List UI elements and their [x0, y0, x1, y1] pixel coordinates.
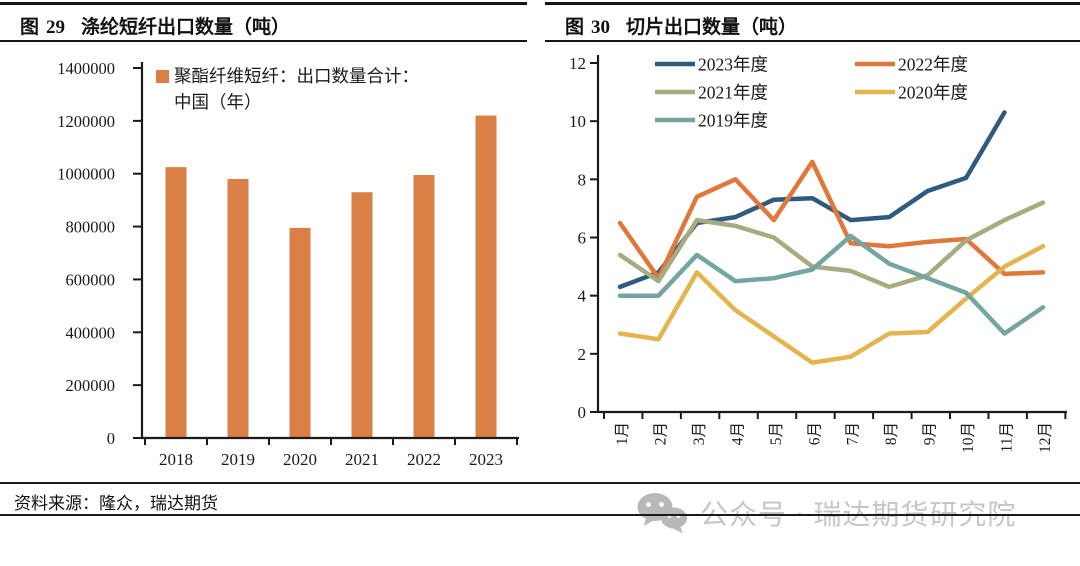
y-tick-label: 0	[107, 429, 115, 448]
y-tick-label: 12	[569, 54, 586, 73]
legend-label-2021年度: 2021年度	[698, 83, 768, 103]
bar-chart-svg: 0 200000 400000 600000 800000 1000000 1200000 1…	[57, 59, 519, 469]
line-2019年度	[617, 233, 1046, 336]
line-chart-fig30: 0 2 4 6 8 10 12 1月 2月 3月 4月 5月 6月 7月 8月 9月 10月 11月 12月 2023…	[540, 48, 1080, 482]
line-2022年度	[617, 159, 1046, 281]
y-tick-label: 1400000	[57, 59, 115, 78]
watermark: 公众号 · 瑞达期货研究院	[636, 492, 1016, 534]
legend-label-2022年度: 2022年度	[898, 55, 968, 75]
x-category-label: 2020	[283, 450, 317, 469]
figure29-title: 涤纶短纤出口数量（吨）	[81, 17, 291, 38]
x-month-label: 8月	[883, 422, 900, 445]
y-tick-label: 1000000	[57, 165, 115, 184]
bar-2023	[475, 115, 497, 439]
x-month-label: 3月	[691, 422, 708, 445]
figure30-label: 图	[565, 17, 585, 38]
y-tick-label: 800000	[66, 218, 116, 237]
y-tick-label: 200000	[66, 376, 116, 395]
figure30-header: 图 30 切片出口数量（吨）	[545, 2, 1080, 42]
charts-row: 0 200000 400000 600000 800000 1000000 1200000 1…	[0, 48, 1080, 482]
watermark-text: 公众号 · 瑞达期货研究院	[700, 500, 1017, 531]
y-tick-label: 10	[569, 112, 586, 131]
y-tick-label: 1200000	[57, 112, 115, 131]
y-tick-label: 2	[578, 345, 587, 364]
bar-2020	[289, 227, 311, 438]
x-month-label: 11月	[999, 422, 1016, 452]
x-month-label: 5月	[768, 422, 785, 445]
line-chart-svg: 0 2 4 6 8 10 12 1月 2月 3月 4月 5月 6月 7月 8月 9月 10月 11月 12月 2023…	[569, 54, 1067, 453]
bar-2022	[413, 175, 435, 438]
x-category-label: 2021	[345, 450, 379, 469]
legend-label-2023年度: 2023年度	[698, 55, 768, 75]
legend-label-2019年度: 2019年度	[698, 111, 768, 131]
y-tick-label: 400000	[66, 323, 116, 342]
wechat-icon	[637, 493, 687, 533]
figure29-number: 29	[46, 17, 66, 38]
x-month-label: 6月	[806, 422, 823, 445]
x-month-label: 1月	[614, 422, 631, 445]
line-2021年度	[617, 200, 1046, 290]
source-note: 资料来源：隆众，瑞达期货	[14, 494, 218, 513]
x-month-label: 12月	[1037, 422, 1054, 453]
x-month-label: 9月	[922, 422, 939, 445]
bar-2018	[165, 167, 187, 438]
legend-label: 聚酯纤维短纤：出口数量合计：中国（年）	[174, 66, 419, 112]
bar-2021	[351, 192, 373, 438]
x-category-label: 2018	[159, 450, 193, 469]
x-month-label: 2月	[652, 422, 669, 445]
y-tick-label: 600000	[66, 270, 116, 289]
line-2020年度	[617, 243, 1046, 365]
figure-header-row: 图 29 涤纶短纤出口数量（吨） 图 30 切片出口数量（吨）	[0, 2, 1080, 44]
figure30-title: 切片出口数量（吨）	[626, 17, 798, 38]
bar-2019	[227, 179, 249, 438]
bar-chart-fig29: 0 200000 400000 600000 800000 1000000 1200000 1…	[0, 48, 540, 482]
axes	[140, 62, 519, 440]
x-month-label: 10月	[960, 422, 977, 453]
y-tick-label: 6	[578, 229, 587, 248]
footer-rule-top	[0, 482, 1080, 484]
legend-swatch	[156, 70, 169, 83]
x-category-label: 2023	[469, 450, 503, 469]
figure29-label: 图	[20, 17, 40, 38]
y-tick-label: 8	[578, 170, 587, 189]
x-month-label: 4月	[729, 422, 746, 445]
x-category-label: 2019	[221, 450, 255, 469]
legend-label-2020年度: 2020年度	[898, 83, 968, 103]
y-tick-label: 0	[578, 403, 587, 422]
y-tick-label: 4	[578, 287, 587, 306]
figure29-header: 图 29 涤纶短纤出口数量（吨）	[0, 2, 527, 42]
figure30-number: 30	[591, 17, 611, 38]
footer-rule-bottom	[0, 514, 1080, 516]
x-month-label: 7月	[845, 422, 862, 445]
x-category-label: 2022	[407, 450, 441, 469]
axes	[596, 55, 1067, 414]
